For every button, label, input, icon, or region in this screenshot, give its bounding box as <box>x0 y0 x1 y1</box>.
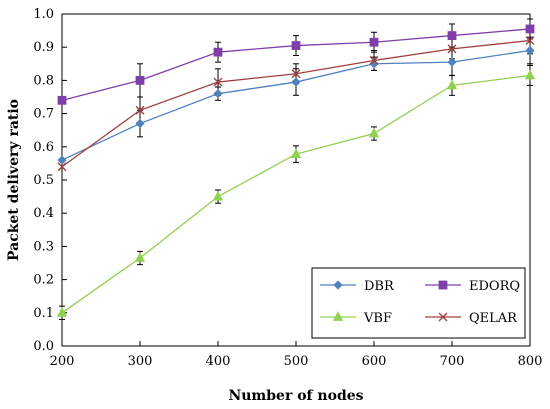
legend-label-qelar: QELAR <box>469 311 518 326</box>
x-tick-label: 400 <box>206 354 231 369</box>
y-tick-label: 0.1 <box>33 306 54 321</box>
legend-marker-qelar <box>438 312 448 322</box>
x-tick-label: 300 <box>128 354 153 369</box>
x-tick-label: 500 <box>284 354 309 369</box>
qelar-data-point <box>447 44 457 54</box>
edorq-data-point <box>369 37 379 47</box>
dbr-data-point <box>135 118 145 129</box>
legend-box <box>311 267 526 339</box>
legend-marker-vbf <box>332 311 344 321</box>
dbr-data-point <box>213 89 223 99</box>
vbf-data-point <box>134 252 146 262</box>
dbr-data-point <box>57 155 67 165</box>
edorq-data-point <box>525 24 535 34</box>
tick-labels: 0.0 0.1 0.2 0.3 0.4 0.5 0.6 0.7 0.8 0.9 1.0 200 300 4… <box>33 7 542 369</box>
y-tick-label: 0.5 <box>33 173 54 188</box>
y-tick-label: 0.0 <box>33 339 54 354</box>
edorq-data-point <box>447 31 457 40</box>
legend-entry-dbr: DBR <box>320 279 395 294</box>
x-tick-label: 600 <box>362 354 387 369</box>
y-tick-label: 0.9 <box>33 40 54 55</box>
y-tick-label: 0.3 <box>33 239 54 254</box>
edorq-data-point <box>135 76 145 85</box>
dbr-data-point <box>291 77 301 87</box>
dbr-data-point <box>447 57 457 67</box>
y-tick-label: 0.2 <box>33 273 54 288</box>
y-tick-label: 0.6 <box>33 140 54 155</box>
series-markers <box>56 24 536 317</box>
edorq-data-point <box>57 95 67 105</box>
vbf-data-point <box>524 69 536 80</box>
x-tick-label: 800 <box>518 354 543 369</box>
vbf-data-point <box>56 306 68 317</box>
y-axis-title: Packet delivery ratio <box>6 99 22 261</box>
x-axis-title: Number of nodes <box>228 388 363 404</box>
edorq-data-point <box>213 47 223 57</box>
y-tick-label: 1.0 <box>33 7 54 22</box>
edorq-data-point <box>291 41 301 50</box>
y-tick-label: 0.7 <box>33 107 54 122</box>
legend-label-vbf: VBF <box>363 311 392 326</box>
y-tick-label: 0.8 <box>33 73 54 88</box>
qelar-data-point <box>291 69 301 79</box>
legend-entry-edorq: EDORQ <box>425 279 520 294</box>
axes <box>61 13 531 347</box>
qelar-data-point <box>525 36 535 46</box>
qelar-data-point <box>369 55 379 65</box>
x-tick-label: 700 <box>440 354 465 369</box>
vbf-data-point <box>290 148 302 159</box>
qelar-data-point <box>135 105 145 115</box>
legend-marker-edorq <box>438 280 448 290</box>
legend-entry-vbf: VBF <box>320 311 392 326</box>
vbf-data-point <box>212 190 224 201</box>
legend-marker-dbr <box>333 280 343 290</box>
y-tick-label: 0.4 <box>33 206 54 221</box>
vbf-data-point <box>368 127 380 138</box>
legend-entry-qelar: QELAR <box>425 311 518 326</box>
qelar-data-point <box>213 77 223 87</box>
qelar-data-point <box>57 162 67 172</box>
x-tick-label: 200 <box>50 354 75 369</box>
legend: DBR EDORQ VBF QELAR <box>311 267 526 339</box>
legend-label-dbr: DBR <box>364 279 395 294</box>
dbr-data-point <box>525 45 535 56</box>
vbf-data-point <box>446 79 458 90</box>
legend-label-edorq: EDORQ <box>469 279 520 294</box>
